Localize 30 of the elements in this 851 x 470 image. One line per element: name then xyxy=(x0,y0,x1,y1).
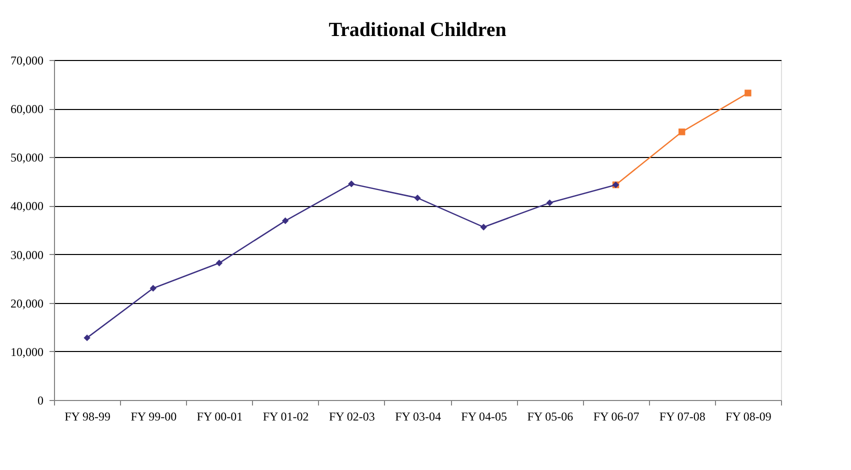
point xyxy=(348,180,355,188)
x-tick-label: FY 98-99 xyxy=(64,410,110,424)
x-tick-label: FY 01-02 xyxy=(262,410,309,424)
x-tick-label: FY 03-04 xyxy=(395,410,441,424)
y-tick-label: 20,000 xyxy=(10,296,44,310)
y-tick-label: 70,000 xyxy=(10,54,44,68)
point xyxy=(678,128,686,136)
point xyxy=(282,217,289,224)
point xyxy=(546,199,554,206)
y-tick-label: 40,000 xyxy=(10,199,44,214)
point xyxy=(84,334,90,342)
point xyxy=(414,194,421,202)
x-tick-label: FY 06-07 xyxy=(593,410,640,424)
x-tick-label: FY 07-08 xyxy=(659,410,706,424)
x-tick-label: FY 08-09 xyxy=(726,410,772,424)
y-tick-label: 10,000 xyxy=(10,344,44,359)
point xyxy=(744,90,752,96)
x-tick-label: FY 05-06 xyxy=(527,410,574,424)
x-tick-label: FY 00-01 xyxy=(196,410,243,424)
y-tick-label: 50,000 xyxy=(10,150,44,165)
x-tick-label: FY 99-00 xyxy=(130,410,177,424)
y-tick-label: 0 xyxy=(38,394,44,408)
x-tick-label: FY 02-03 xyxy=(328,410,375,424)
x-tick-label: FY 04-05 xyxy=(461,410,508,424)
chart-title: Traditional Children xyxy=(328,19,506,41)
point xyxy=(216,260,223,266)
y-tick-label: 60,000 xyxy=(10,102,44,116)
y-tick-label: 30,000 xyxy=(10,248,44,262)
point xyxy=(150,284,156,292)
point xyxy=(480,224,487,230)
